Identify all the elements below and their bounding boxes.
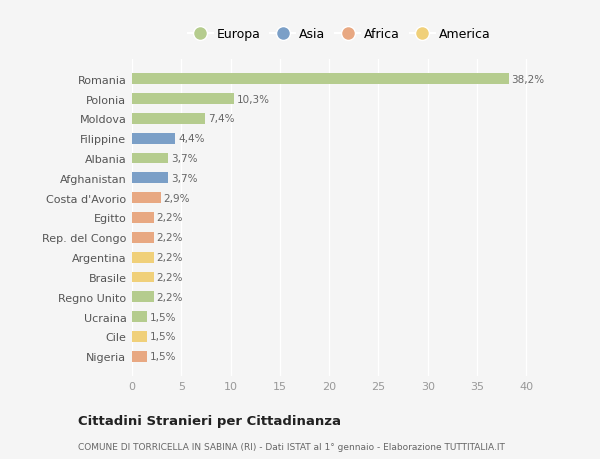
Text: 7,4%: 7,4% bbox=[208, 114, 235, 124]
Bar bbox=[132, 193, 161, 204]
Bar bbox=[132, 232, 154, 243]
Bar bbox=[132, 331, 147, 342]
Bar bbox=[132, 213, 154, 224]
Text: 3,7%: 3,7% bbox=[172, 174, 198, 184]
Text: 1,5%: 1,5% bbox=[150, 352, 176, 362]
Bar bbox=[132, 173, 169, 184]
Text: 10,3%: 10,3% bbox=[236, 94, 269, 104]
Text: 38,2%: 38,2% bbox=[511, 74, 545, 84]
Bar bbox=[132, 134, 175, 144]
Text: 3,7%: 3,7% bbox=[172, 154, 198, 164]
Text: 1,5%: 1,5% bbox=[150, 332, 176, 342]
Text: 1,5%: 1,5% bbox=[150, 312, 176, 322]
Bar bbox=[132, 351, 147, 362]
Bar bbox=[132, 292, 154, 302]
Text: 2,9%: 2,9% bbox=[164, 193, 190, 203]
Text: 2,2%: 2,2% bbox=[157, 213, 183, 223]
Text: 4,4%: 4,4% bbox=[178, 134, 205, 144]
Text: 2,2%: 2,2% bbox=[157, 233, 183, 243]
Bar bbox=[132, 153, 169, 164]
Text: 2,2%: 2,2% bbox=[157, 292, 183, 302]
Bar bbox=[132, 74, 509, 85]
Legend: Europa, Asia, Africa, America: Europa, Asia, Africa, America bbox=[188, 28, 490, 41]
Bar bbox=[132, 272, 154, 283]
Text: Cittadini Stranieri per Cittadinanza: Cittadini Stranieri per Cittadinanza bbox=[78, 414, 341, 428]
Bar bbox=[132, 252, 154, 263]
Bar bbox=[132, 114, 205, 124]
Text: 2,2%: 2,2% bbox=[157, 272, 183, 282]
Bar bbox=[132, 94, 233, 105]
Text: COMUNE DI TORRICELLA IN SABINA (RI) - Dati ISTAT al 1° gennaio - Elaborazione TU: COMUNE DI TORRICELLA IN SABINA (RI) - Da… bbox=[78, 442, 505, 451]
Bar bbox=[132, 312, 147, 322]
Text: 2,2%: 2,2% bbox=[157, 252, 183, 263]
